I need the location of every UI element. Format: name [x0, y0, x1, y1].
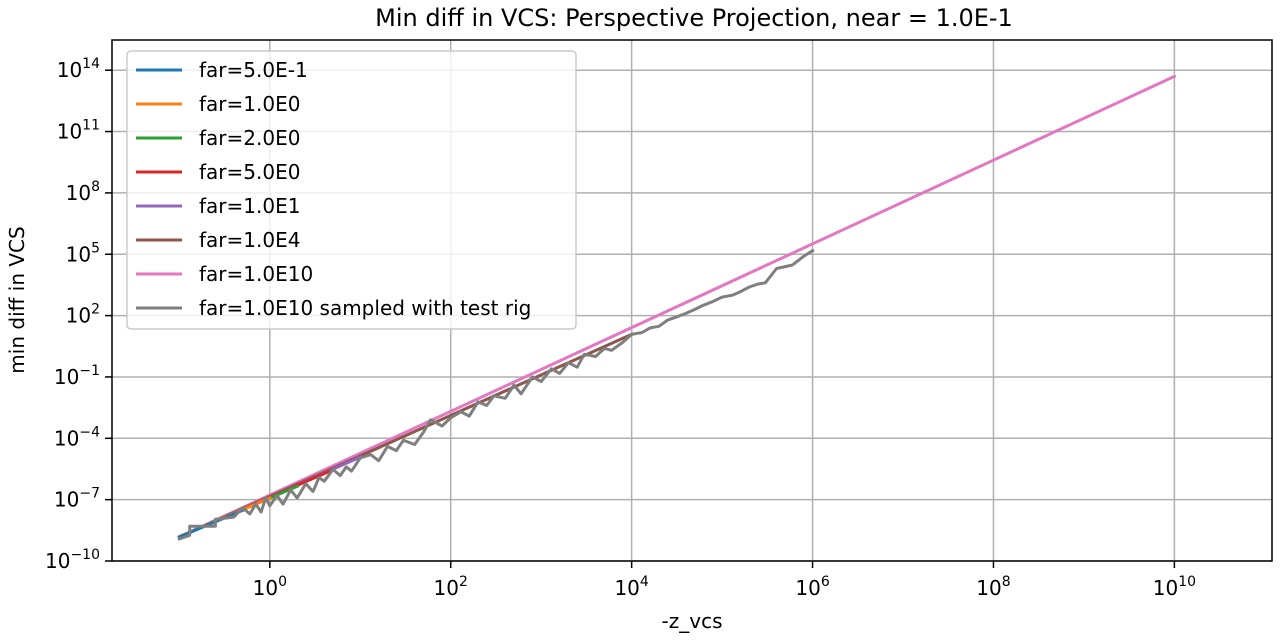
series-line-7 — [177, 248, 815, 541]
x-tick-label: 104 — [614, 574, 648, 600]
legend-label: far=1.0E0 — [199, 92, 300, 116]
y-tick-label: 10−7 — [54, 486, 100, 512]
chart-title: Min diff in VCS: Perspective Projection,… — [375, 4, 1013, 32]
legend-label: far=1.0E1 — [199, 194, 300, 218]
legend-label: far=2.0E0 — [199, 126, 300, 150]
x-tick-label: 1010 — [1153, 574, 1196, 600]
legend-label: far=1.0E10 — [199, 262, 313, 286]
series-line-6 — [177, 74, 1177, 539]
y-tick-label: 1014 — [57, 56, 100, 82]
x-tick-label: 102 — [434, 574, 468, 600]
legend: far=5.0E-1 far=1.0E0 far=2.0E0 far=5.0E0 far… — [126, 50, 577, 330]
y-axis-ticks: 10−10 10−7 10−4 10−1 102 105 108 1011 1014 — [45, 56, 112, 573]
x-tick-label: 100 — [253, 574, 287, 600]
series-lines — [177, 74, 1177, 541]
x-axis-ticks: 100 102 104 106 108 1010 — [253, 561, 1196, 600]
y-tick-label: 105 — [66, 240, 100, 266]
axes-frame — [111, 39, 1273, 562]
legend-label: far=1.0E4 — [199, 228, 300, 252]
legend-box — [126, 50, 577, 330]
legend-label: far=5.0E0 — [199, 160, 300, 184]
legend-label: far=5.0E-1 — [199, 58, 308, 82]
x-axis-label: -z_vcs — [662, 609, 723, 633]
y-tick-label: 10−1 — [54, 363, 100, 389]
y-tick-label: 10−4 — [54, 424, 100, 450]
y-axis-label: min diff in VCS — [5, 226, 29, 373]
y-tick-label: 102 — [66, 302, 100, 328]
x-tick-label: 106 — [795, 574, 829, 600]
y-tick-label: 10−10 — [45, 547, 100, 573]
x-tick-label: 108 — [976, 574, 1010, 600]
y-tick-label: 108 — [66, 179, 100, 205]
y-tick-label: 1011 — [57, 118, 100, 144]
legend-label: far=1.0E10 sampled with test rig — [199, 296, 531, 320]
